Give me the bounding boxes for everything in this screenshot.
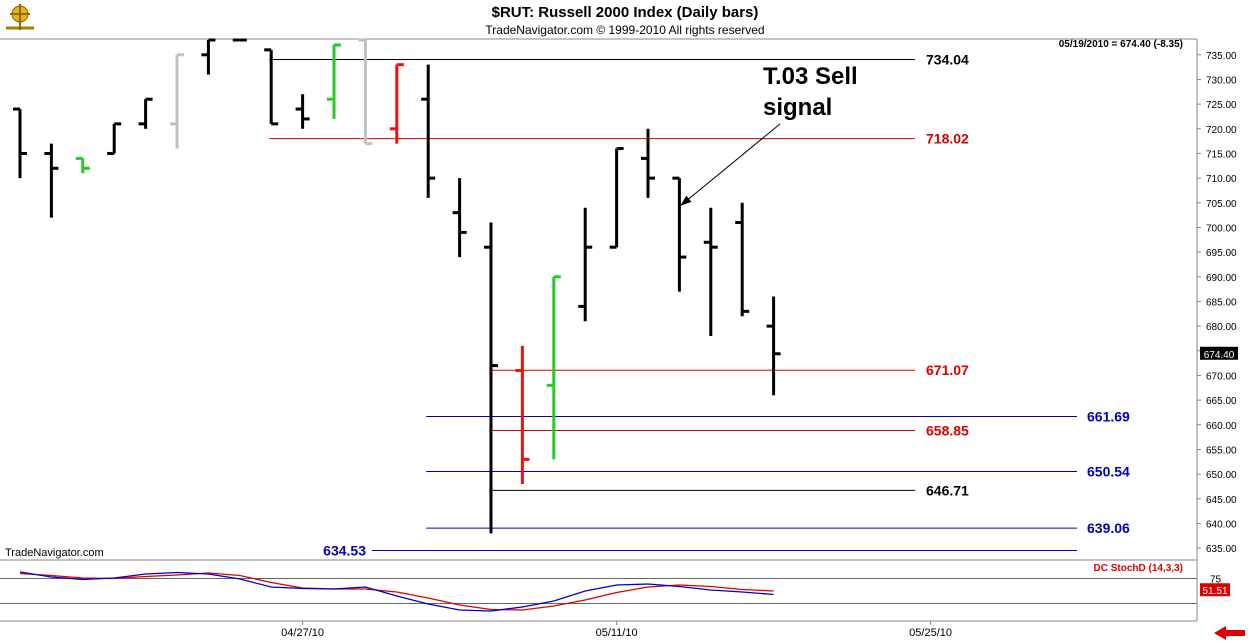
date-tick-label: 05/25/10 (909, 627, 952, 639)
price-tick-label: 735.00 (1206, 51, 1237, 62)
ohlc-bar (452, 178, 467, 258)
level-label: 639.06 (1087, 520, 1130, 536)
price-tick-label: 690.00 (1206, 273, 1237, 284)
ohlc-bar (170, 53, 184, 149)
price-axis: 635.00 640.00 645.00 650.00 655.00 660.00 665.… (1197, 51, 1237, 555)
ohlc-bar (578, 207, 593, 322)
annotation-line-1: T.03 Sell (763, 63, 858, 90)
ohlc-bars (13, 38, 781, 534)
date-axis: 04/27/10 05/11/10 05/25/10 (281, 621, 952, 639)
sell-signal-annotation: T.03 Sell signal (680, 63, 858, 207)
ohlc-bar (672, 176, 687, 292)
ohlc-bar (295, 94, 310, 129)
indicator-name: DC StochD (14,3,3) (1094, 563, 1183, 574)
level-label: 671.07 (926, 362, 969, 378)
stoch-k-line (19, 571, 774, 612)
ohlc-bar (13, 107, 27, 179)
level-label: 658.85 (926, 422, 969, 438)
level-label: 734.04 (926, 52, 969, 68)
ohlc-bar (546, 275, 561, 460)
ohlc-bar (44, 143, 59, 218)
compass-logo-icon (6, 4, 34, 30)
ohlc-bar (735, 202, 750, 317)
ohlc-bar (484, 222, 498, 534)
price-tick-label: 685.00 (1206, 297, 1237, 308)
ohlc-bar (358, 38, 373, 146)
level-label: 650.54 (1087, 463, 1130, 479)
ohlc-bar (515, 345, 530, 484)
price-tick-label: 645.00 (1206, 495, 1237, 506)
price-tick-label: 725.00 (1206, 100, 1237, 111)
ohlc-bar (201, 38, 216, 75)
price-tick-label: 680.00 (1206, 322, 1237, 333)
annotation-arrowhead (680, 195, 692, 206)
scroll-left-arrow-icon[interactable] (1212, 626, 1246, 640)
price-tick-label: 655.00 (1206, 445, 1237, 456)
ohlc-bar (327, 43, 341, 119)
level-lines: 734.04 718.02 671.07 661.69 658.85 650.54 646.… (269, 52, 1130, 558)
ohlc-bar (107, 122, 122, 155)
price-tick-label: 660.00 (1206, 421, 1237, 432)
date-tick-label: 04/27/10 (281, 627, 324, 639)
ohlc-bar (389, 63, 404, 144)
level-label: 646.71 (926, 482, 969, 498)
ohlc-bar (766, 296, 781, 396)
level-label: 661.69 (1087, 408, 1130, 424)
price-tick-label: 715.00 (1206, 149, 1237, 160)
indicator-last-tag (1200, 583, 1230, 597)
quote-readout: 05/19/2010 = 674.40 (-8.35) (1059, 39, 1183, 50)
ohlc-bar (138, 97, 153, 129)
indicator-level-label: 75 (1210, 575, 1222, 586)
price-tick-label: 640.00 (1206, 519, 1237, 530)
annotation-arrow (680, 123, 781, 207)
level-label: 718.02 (926, 131, 969, 147)
price-tick-label: 720.00 (1206, 125, 1237, 136)
ohlc-bar (75, 156, 90, 174)
level-label: 634.53 (323, 542, 366, 558)
last-price-label: 674.40 (1204, 350, 1235, 361)
ohlc-bar (609, 147, 624, 249)
copyright-text: TradeNavigator.com © 1999-2010 All right… (485, 23, 764, 37)
watermark-text: TradeNavigator.com (5, 547, 104, 559)
price-tick-label: 705.00 (1206, 199, 1237, 210)
price-tick-label: 700.00 (1206, 223, 1237, 234)
price-tick-label: 695.00 (1206, 248, 1237, 259)
ohlc-bar (421, 64, 436, 198)
indicator-last-value: 51.51 (1202, 586, 1227, 597)
date-tick-label: 05/11/10 (596, 627, 638, 639)
price-tick-label: 665.00 (1206, 396, 1237, 407)
last-price-tag: 674.40 (1200, 346, 1238, 361)
ohlc-bar (703, 207, 718, 336)
price-tick-label: 650.00 (1206, 470, 1237, 481)
ohlc-bar (641, 128, 655, 198)
price-tick-label: 730.00 (1206, 75, 1237, 86)
stoch-d-line (19, 572, 774, 611)
price-tick-label: 670.00 (1206, 371, 1237, 382)
chart-title: $RUT: Russell 2000 Index (Daily bars) (492, 4, 759, 21)
price-tick-label: 635.00 (1206, 544, 1237, 555)
annotation-line-2: signal (763, 94, 832, 121)
price-tick-label: 710.00 (1206, 174, 1237, 185)
ohlc-bar (264, 48, 279, 126)
